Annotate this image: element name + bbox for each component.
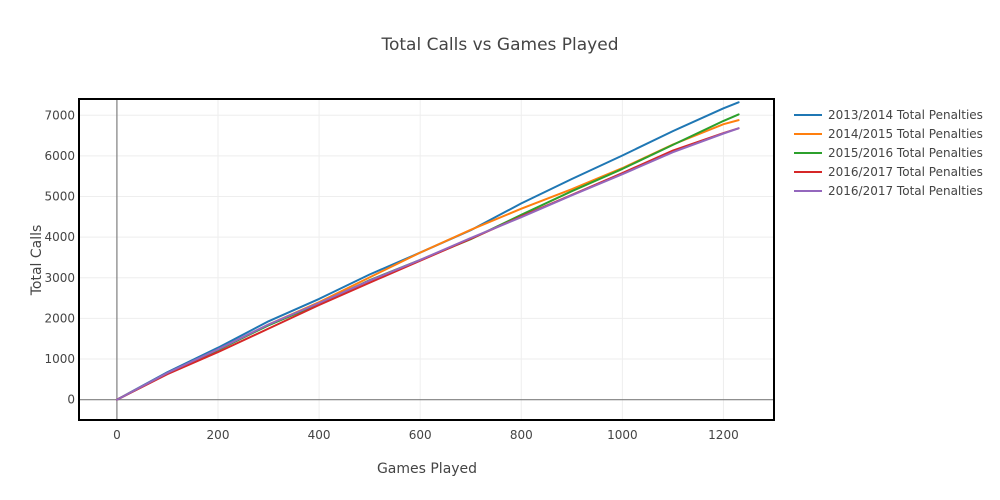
x-tick-label: 0 [113,428,121,442]
legend-item-1[interactable]: 2013/2014 Total Penalties [794,108,983,122]
legend-label: 2014/2015 Total Penalties [828,127,983,141]
y-tick-label: 2000 [44,311,75,325]
series-lines [117,102,739,399]
x-tick-label: 1000 [607,428,638,442]
y-tick-label: 3000 [44,271,75,285]
legend-label: 2016/2017 Total Penalties [828,184,983,198]
x-tick-label: 1200 [708,428,739,442]
legend-item-3[interactable]: 2015/2016 Total Penalties [794,146,983,160]
legend-item-5[interactable]: 2016/2017 Total Penalties [794,184,983,198]
legend-label: 2013/2014 Total Penalties [828,108,983,122]
y-tick-label: 6000 [44,149,75,163]
legend-item-2[interactable]: 2014/2015 Total Penalties [794,127,983,141]
y-tick-labels: 0 1000 2000 3000 4000 5000 6000 7000 [44,108,75,406]
y-axis-title: Total Calls [29,225,45,297]
y-tick-label: 4000 [44,230,75,244]
legend-label: 2015/2016 Total Penalties [828,146,983,160]
chart-title: Total Calls vs Games Played [381,35,619,55]
legend-item-4[interactable]: 2016/2017 Total Penalties [794,165,983,179]
x-axis-title: Games Played [377,461,477,477]
x-tick-label: 600 [409,428,432,442]
x-tick-label: 200 [207,428,230,442]
y-tick-label: 7000 [44,108,75,122]
y-tick-label: 5000 [44,190,75,204]
y-tick-label: 1000 [44,352,75,366]
legend[interactable]: 2013/2014 Total Penalties 2014/2015 Total… [794,108,983,198]
x-tick-labels: 0 200 400 600 800 1000 1200 [113,428,739,442]
y-tick-label: 0 [67,393,75,407]
x-tick-label: 800 [510,428,533,442]
x-tick-label: 400 [308,428,331,442]
legend-label: 2016/2017 Total Penalties [828,165,983,179]
